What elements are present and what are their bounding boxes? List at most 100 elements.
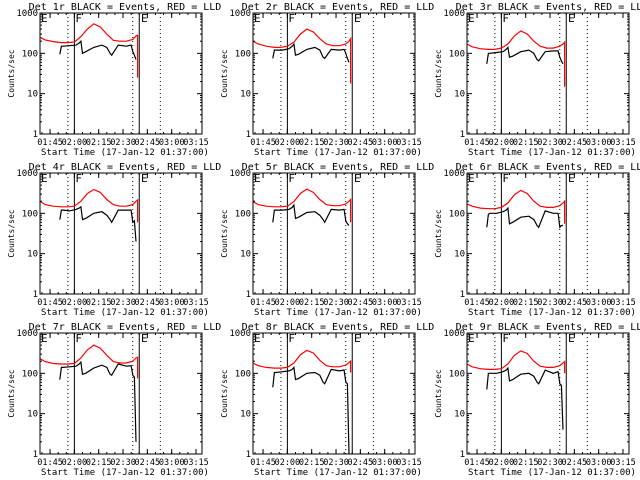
x-axis-label: Start Time (17-Jan-12 01:37:00) xyxy=(41,308,209,318)
x-tick-label: 03:00 xyxy=(159,298,185,308)
x-tick-label: 02:15 xyxy=(299,138,325,148)
x-tick-label: 02:15 xyxy=(513,138,539,148)
y-tick-label: 10 xyxy=(454,410,465,420)
lld-series-line xyxy=(252,188,352,223)
events-series-line xyxy=(59,39,137,60)
marker-letter: F xyxy=(75,172,82,185)
y-tick-label: 100 xyxy=(235,209,251,219)
x-tick-label: 02:15 xyxy=(86,458,112,468)
y-axis-label: Counts/sec xyxy=(7,369,16,417)
x-tick-label: 02:15 xyxy=(86,138,112,148)
x-tick-label: 02:15 xyxy=(299,298,325,308)
x-tick-label: 02:30 xyxy=(323,458,349,468)
x-tick-label: 03:15 xyxy=(396,138,422,148)
x-tick-label: 02:15 xyxy=(513,458,539,468)
x-tick-label: 02:00 xyxy=(62,458,88,468)
x-tick-label: 01:45 xyxy=(464,458,490,468)
y-tick-label: 1000 xyxy=(229,9,251,19)
marker-letter: F xyxy=(288,332,295,345)
x-tick-label: 02:15 xyxy=(86,298,112,308)
marker-letter: E xyxy=(141,332,148,345)
marker-letter: F xyxy=(502,12,509,25)
events-series-line xyxy=(272,365,350,455)
x-tick-label: 03:00 xyxy=(586,138,612,148)
x-tick-label: 01:45 xyxy=(250,298,276,308)
y-tick-label: 1 xyxy=(33,130,38,140)
y-tick-label: 10 xyxy=(240,250,251,260)
marker-letter: E xyxy=(141,12,148,25)
chart-title: Det 8r BLACK = Events, RED = LLD xyxy=(242,322,435,333)
y-tick-label: 100 xyxy=(235,369,251,379)
events-series-line xyxy=(59,360,137,442)
y-tick-label: 100 xyxy=(449,209,465,219)
marker-letter: F xyxy=(288,172,295,185)
x-tick-label: 01:45 xyxy=(37,458,63,468)
y-tick-label: 10 xyxy=(240,90,251,100)
x-tick-label: 02:45 xyxy=(135,138,161,148)
x-tick-label: 03:15 xyxy=(610,458,636,468)
lld-series-line xyxy=(39,188,139,223)
x-tick-label: 02:00 xyxy=(62,138,88,148)
y-tick-label: 10 xyxy=(454,90,465,100)
lld-series-line xyxy=(466,350,566,374)
y-tick-label: 100 xyxy=(22,369,38,379)
y-tick-label: 1 xyxy=(460,290,465,300)
x-tick-label: 02:45 xyxy=(348,298,374,308)
x-tick-label: 03:15 xyxy=(183,458,209,468)
chart-title: Det 9r BLACK = Events, RED = LLD xyxy=(456,322,640,333)
y-tick-label: 1 xyxy=(460,450,465,460)
y-tick-label: 10 xyxy=(27,250,38,260)
x-tick-label: 02:30 xyxy=(110,298,136,308)
marker-letter: E xyxy=(254,332,261,345)
y-axis-label: Counts/sec xyxy=(220,49,229,97)
y-tick-label: 1000 xyxy=(443,9,465,19)
x-tick-label: 02:30 xyxy=(323,138,349,148)
plot-frame xyxy=(39,172,203,295)
marker-letter: E xyxy=(141,172,148,185)
x-tick-label: 02:30 xyxy=(323,298,349,308)
x-axis-label: Start Time (17-Jan-12 01:37:00) xyxy=(254,468,422,478)
lld-series-line xyxy=(466,30,566,87)
plot-frame xyxy=(252,332,416,455)
x-tick-label: 01:45 xyxy=(250,138,276,148)
plot-frame xyxy=(39,332,203,455)
x-tick-label: 03:00 xyxy=(159,138,185,148)
x-tick-label: 02:30 xyxy=(110,138,136,148)
y-tick-label: 100 xyxy=(22,49,38,59)
x-tick-label: 01:45 xyxy=(250,458,276,468)
x-tick-label: 02:45 xyxy=(135,458,161,468)
y-tick-label: 1000 xyxy=(229,329,251,339)
y-tick-label: 100 xyxy=(449,369,465,379)
x-tick-label: 03:00 xyxy=(372,138,398,148)
y-tick-label: 1 xyxy=(33,450,38,460)
marker-letter: E xyxy=(568,12,575,25)
x-tick-label: 03:00 xyxy=(159,458,185,468)
x-tick-label: 01:45 xyxy=(464,298,490,308)
x-tick-label: 02:30 xyxy=(537,458,563,468)
marker-letter: E xyxy=(568,332,575,345)
lld-series-line xyxy=(39,23,139,78)
y-tick-label: 100 xyxy=(22,209,38,219)
plot-frame xyxy=(466,172,630,295)
marker-letter: F xyxy=(288,12,295,25)
x-tick-label: 03:15 xyxy=(183,138,209,148)
plot-frame xyxy=(466,332,630,455)
x-tick-label: 02:00 xyxy=(275,298,301,308)
x-tick-label: 03:15 xyxy=(396,298,422,308)
marker-letter: F xyxy=(75,12,82,25)
chart-title: Det 7r BLACK = Events, RED = LLD xyxy=(29,322,222,333)
x-tick-label: 02:00 xyxy=(489,138,515,148)
y-tick-label: 1 xyxy=(33,290,38,300)
marker-letter: E xyxy=(354,12,361,25)
x-tick-label: 03:15 xyxy=(610,138,636,148)
chart-title: Det 1r BLACK = Events, RED = LLD xyxy=(29,2,222,13)
y-tick-label: 1000 xyxy=(16,329,38,339)
x-tick-label: 02:45 xyxy=(135,298,161,308)
y-tick-label: 10 xyxy=(240,410,251,420)
x-tick-label: 03:15 xyxy=(183,298,209,308)
y-tick-label: 100 xyxy=(235,49,251,59)
